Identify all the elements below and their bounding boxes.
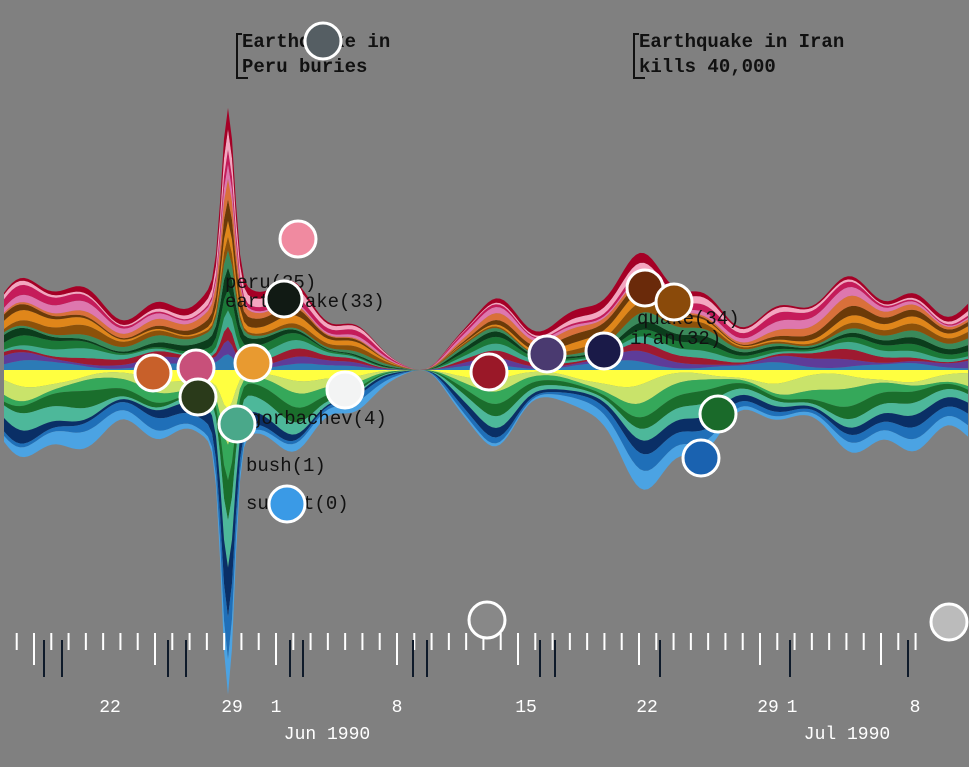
- time-axis-ticks: [15, 633, 917, 677]
- handle[interactable]: [233, 343, 273, 383]
- day-label: 8: [392, 698, 403, 718]
- stream-layer: [4, 370, 968, 481]
- handle[interactable]: [217, 404, 257, 444]
- handle[interactable]: [278, 219, 318, 259]
- day-label: 8: [910, 698, 921, 718]
- day-label: 29: [221, 698, 243, 718]
- handle[interactable]: [654, 282, 694, 322]
- handle[interactable]: [467, 600, 507, 640]
- month-label: Jun 1990: [284, 725, 370, 745]
- handle[interactable]: [133, 353, 173, 393]
- handle[interactable]: [469, 352, 509, 392]
- annotation-bracket: [633, 33, 645, 79]
- stream-label: gorbachev(4): [250, 408, 387, 430]
- handle[interactable]: [584, 331, 624, 371]
- day-label: 22: [99, 698, 121, 718]
- handle[interactable]: [527, 334, 567, 374]
- annotation-bracket: [236, 33, 248, 79]
- month-label: Jul 1990: [804, 725, 890, 745]
- handle[interactable]: [303, 21, 343, 61]
- day-label: 1: [271, 698, 282, 718]
- stream-label: earthquake(33): [225, 291, 385, 313]
- stream-layer: [4, 354, 968, 370]
- handle[interactable]: [681, 438, 721, 478]
- stream-layer: [4, 267, 968, 370]
- stream-label: bush(1): [246, 455, 326, 477]
- color-handles: [133, 21, 969, 642]
- annotation: kills 40,000: [639, 56, 776, 78]
- stream-label: iran(32): [630, 328, 721, 350]
- annotation: Peru buries: [242, 56, 367, 78]
- day-label: 15: [515, 698, 537, 718]
- handle[interactable]: [178, 377, 218, 417]
- day-label: 1: [787, 698, 798, 718]
- handle[interactable]: [929, 602, 969, 642]
- day-label: 29: [757, 698, 779, 718]
- annotation: Earthquake in Iran: [639, 31, 844, 53]
- day-label: 22: [636, 698, 658, 718]
- handle[interactable]: [267, 484, 307, 524]
- handle[interactable]: [264, 279, 304, 319]
- handle[interactable]: [698, 394, 738, 434]
- handle[interactable]: [325, 370, 365, 410]
